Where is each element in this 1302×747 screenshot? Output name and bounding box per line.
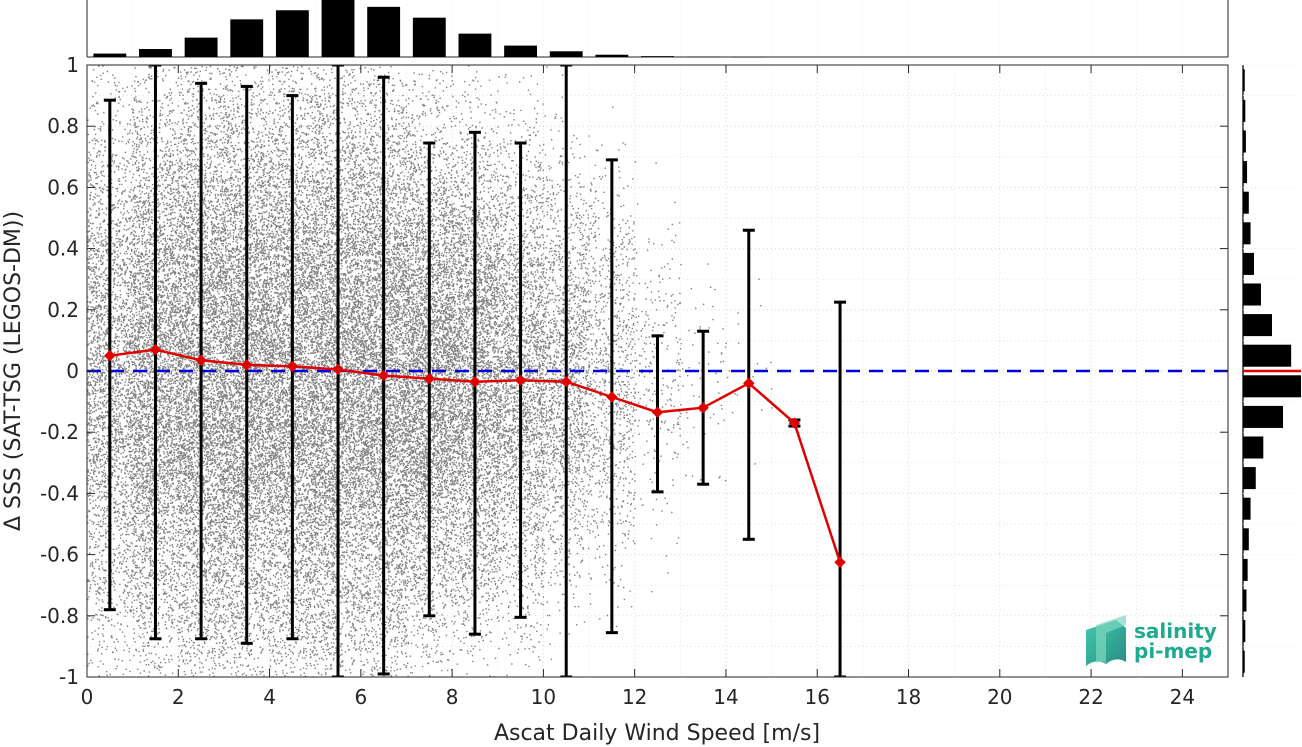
- top-hist-bar: [184, 37, 218, 57]
- top-hist-bar: [504, 45, 538, 57]
- mean-marker: [286, 360, 299, 373]
- mean-marker: [651, 406, 664, 419]
- right-hist-bar: [1243, 650, 1245, 673]
- mean-marker: [743, 377, 755, 389]
- x-axis-label: Ascat Daily Wind Speed [m/s]: [494, 721, 820, 746]
- mean-marker: [834, 556, 846, 568]
- right-hist-bar: [1243, 375, 1301, 398]
- top-hist-bar: [321, 0, 355, 57]
- mean-series: [104, 343, 846, 568]
- top-hist-bar: [458, 33, 492, 57]
- right-hist-bar: [1243, 161, 1248, 184]
- scatter-points: [634, 162, 682, 593]
- x-tick-label: 10: [531, 685, 556, 709]
- top-hist-bar: [275, 10, 309, 57]
- y-tick-label: -0.4: [40, 481, 79, 505]
- logo-wave-icon-back: [1096, 615, 1126, 663]
- right-hist-bar: [1243, 130, 1246, 153]
- x-tick-label: 16: [805, 685, 830, 709]
- mean-marker: [560, 376, 572, 388]
- mean-marker: [377, 369, 390, 382]
- logo-line1: salinity: [1134, 619, 1217, 643]
- x-tick-label: 2: [172, 685, 185, 709]
- top-hist-bar: [93, 53, 127, 57]
- y-tick-label: 1: [66, 53, 79, 77]
- right-hist-bar: [1243, 405, 1284, 428]
- top-hist-bar: [139, 49, 172, 57]
- top-hist-bar: [641, 56, 674, 57]
- mean-marker: [514, 374, 527, 386]
- mean-marker: [149, 343, 162, 356]
- right-hist-bar: [1243, 252, 1255, 275]
- mean-marker: [423, 372, 436, 385]
- right-hist-bar: [1243, 344, 1292, 367]
- top-hist-bar: [367, 6, 401, 57]
- top-hist-bar: [732, 56, 766, 58]
- top-hist-bar: [230, 19, 264, 58]
- right-hist-bar: [1243, 620, 1246, 643]
- y-tick-label: -0.6: [40, 543, 79, 567]
- right-hist-bar: [1243, 222, 1251, 245]
- top-hist-bar: [549, 51, 583, 57]
- right-hist-bar: [1243, 69, 1245, 92]
- right-hist-bar: [1243, 314, 1272, 337]
- right-hist-bar: [1243, 191, 1249, 214]
- mean-marker: [195, 354, 207, 366]
- top-hist-bar: [686, 56, 720, 58]
- right-hist-bar: [1243, 467, 1256, 490]
- right-hist-bar: [1243, 99, 1246, 122]
- right-hist-bar: [1243, 558, 1248, 581]
- x-tick-label: 24: [1170, 685, 1195, 709]
- logo-line2: pi-mep: [1134, 639, 1212, 663]
- scatter-points: [543, 66, 591, 661]
- error-bars: [103, 65, 847, 677]
- x-tick-label: 12: [622, 685, 647, 709]
- right-hist-bar: [1243, 528, 1249, 551]
- mean-marker: [606, 391, 618, 403]
- right-hist-bar: [1243, 283, 1261, 306]
- x-tick-label: 18: [896, 685, 921, 709]
- scatter-points: [132, 65, 180, 677]
- right-hist-bar: [1243, 589, 1247, 612]
- mean-marker: [788, 417, 801, 429]
- right-hist-bar: [1243, 436, 1264, 459]
- axis-ticks: 0 2 4 6 8 10 12 14 16 18 20 22 24-1-0.8-0.6-0.4-0.20…: [40, 53, 1228, 709]
- y-axis-label: Δ SSS (SAT-TSG (LEGOS-DM)): [1, 211, 26, 531]
- x-tick-label: 20: [987, 685, 1012, 709]
- mean-marker: [469, 376, 481, 388]
- top-hist-bar: [412, 17, 446, 58]
- top-hist-bar: [595, 54, 629, 57]
- y-tick-label: -1: [59, 665, 79, 689]
- salinity-pi-mep-logo: salinity pi-mep: [1086, 615, 1217, 666]
- x-tick-label: 0: [81, 685, 94, 709]
- mean-marker: [332, 363, 344, 376]
- y-tick-label: 0.2: [47, 298, 79, 322]
- x-tick-label: 8: [446, 685, 459, 709]
- mean-marker: [241, 359, 253, 371]
- mean-marker: [104, 349, 116, 362]
- x-tick-label: 22: [1078, 685, 1103, 709]
- top-histogram-panel: [86, 0, 1229, 58]
- y-tick-label: -0.8: [40, 604, 79, 628]
- y-tick-label: 0.8: [47, 114, 79, 138]
- y-tick-label: -0.2: [40, 420, 79, 444]
- mean-marker: [697, 402, 709, 414]
- right-histogram-panel: [1242, 64, 1302, 677]
- scatter-points: [452, 65, 500, 677]
- y-tick-label: 0.4: [47, 237, 79, 261]
- x-tick-label: 4: [263, 685, 276, 709]
- x-tick-label: 14: [713, 685, 738, 709]
- y-tick-label: 0: [66, 359, 79, 383]
- x-tick-label: 6: [354, 685, 367, 709]
- y-tick-label: 0.6: [47, 175, 79, 199]
- right-hist-bar: [1243, 497, 1251, 520]
